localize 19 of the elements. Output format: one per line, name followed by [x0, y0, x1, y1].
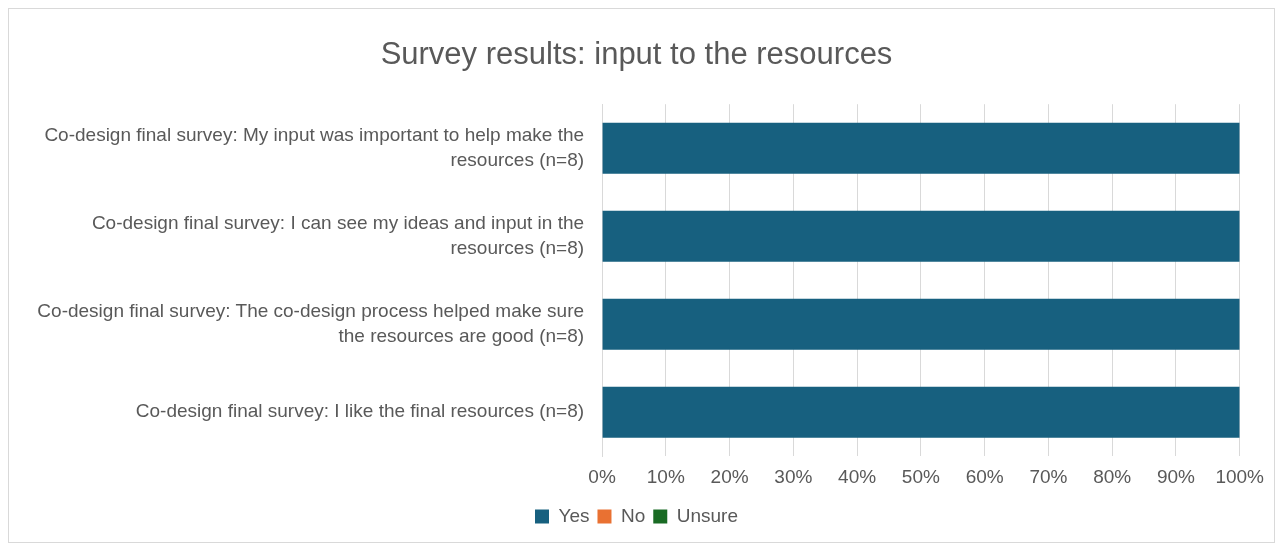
x-tick-label: 10%: [646, 465, 685, 487]
y-tick-label: Co-design final survey: The co-design process helped make sure the resources are good (n=8): [37, 299, 585, 347]
legend-label: Yes: [558, 504, 590, 526]
x-tick-label: 30%: [774, 465, 813, 487]
y-tick-label: Co-design final survey: I like the final resources (n=8): [135, 400, 585, 422]
x-tick-label: 80%: [1093, 465, 1132, 487]
x-tick-label: 50%: [901, 465, 940, 487]
chart-title: Survey results: input to the resources: [380, 36, 893, 72]
x-tick-label: 20%: [710, 465, 749, 487]
legend-label: No: [620, 504, 646, 526]
x-tick-label: 70%: [1029, 465, 1068, 487]
x-tick-label: 40%: [838, 465, 877, 487]
x-tick-label: 0%: [588, 465, 616, 487]
y-tick-label: Co-design final survey: My input was important to help make the resources (n=8): [44, 123, 585, 171]
x-tick-label: 90%: [1156, 465, 1196, 487]
legend-label: Unsure: [676, 504, 739, 526]
x-tick-label: 100%: [1215, 465, 1265, 487]
y-tick-label: Co-design final survey: I can see my ideas and input in the resources (n=8): [91, 211, 585, 259]
x-tick-label: 60%: [965, 465, 1004, 487]
